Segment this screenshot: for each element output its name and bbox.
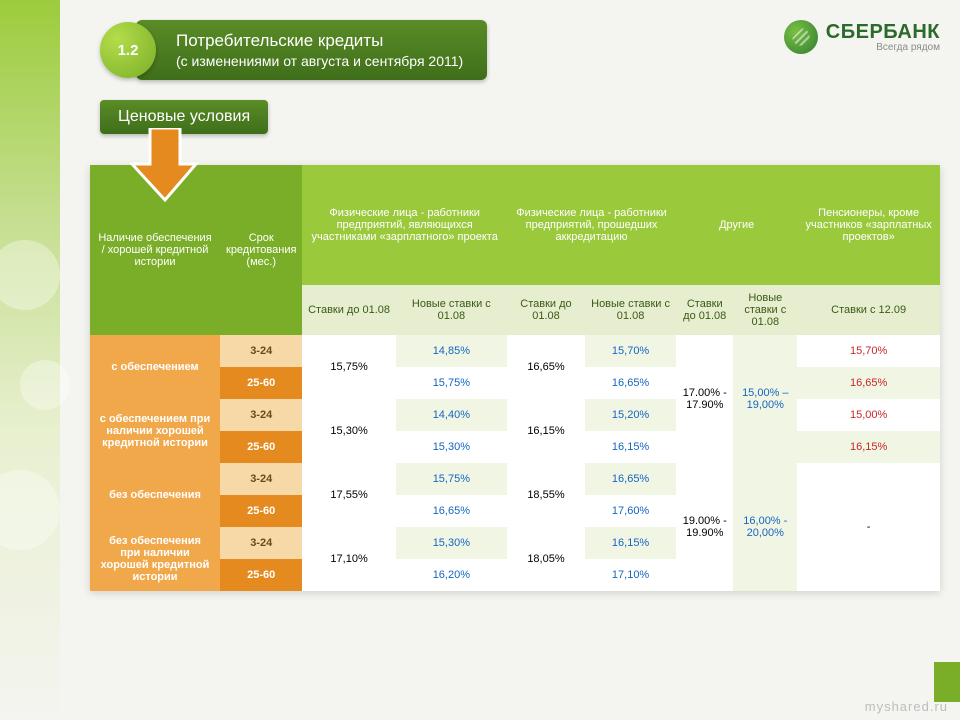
cell: - bbox=[797, 463, 940, 591]
cell: 3-24 bbox=[220, 527, 302, 559]
cell: 15,00% bbox=[797, 399, 940, 431]
row-label: с обеспечением bbox=[90, 335, 220, 399]
cell: 17,55% bbox=[302, 463, 395, 527]
corner-accent bbox=[934, 662, 960, 702]
cell: 16,15% bbox=[585, 527, 676, 559]
subheader: Новые ставки с 01.08 bbox=[585, 285, 676, 335]
cell: 25-60 bbox=[220, 495, 302, 527]
section-number-badge: 1.2 bbox=[100, 22, 156, 78]
row-label: с обеспечением при наличии хорошей креди… bbox=[90, 399, 220, 463]
subtitle-text: (с изменениями от августа и сентября 201… bbox=[176, 52, 463, 70]
subheader: Ставки до 01.08 bbox=[676, 285, 733, 335]
cell: 15,70% bbox=[797, 335, 940, 367]
cell: 16,15% bbox=[585, 431, 676, 463]
col-header: Физические лица - работники предприятий,… bbox=[302, 165, 507, 285]
col-header: Другие bbox=[676, 165, 797, 285]
col-header: Пенсионеры, кроме участников «зарплатных… bbox=[797, 165, 940, 285]
cell: 3-24 bbox=[220, 463, 302, 495]
row-label: без обеспечения bbox=[90, 463, 220, 527]
cell: 25-60 bbox=[220, 367, 302, 399]
cell: 14,85% bbox=[396, 335, 507, 367]
cell: 16,15% bbox=[507, 399, 585, 463]
cell: 15,30% bbox=[396, 431, 507, 463]
cell: 15,00% – 19,00% bbox=[733, 335, 797, 463]
rates-table: Наличие обеспечения / хорошей кредитной … bbox=[90, 165, 940, 591]
cell: 18,55% bbox=[507, 463, 585, 527]
cell: 19.00% - 19.90% bbox=[676, 463, 733, 591]
cell: 25-60 bbox=[220, 431, 302, 463]
cell: 15,70% bbox=[585, 335, 676, 367]
cell: 16,65% bbox=[507, 335, 585, 399]
sberbank-icon bbox=[784, 20, 818, 54]
cell: 15,30% bbox=[396, 527, 507, 559]
row-label: без обеспечения при наличии хорошей кред… bbox=[90, 527, 220, 591]
cell: 17.00% - 17.90% bbox=[676, 335, 733, 463]
cell: 15,30% bbox=[302, 399, 395, 463]
subheader: Ставки до 01.08 bbox=[302, 285, 395, 335]
cell: 16,15% bbox=[797, 431, 940, 463]
page-title: Потребительские кредиты (с изменениями о… bbox=[136, 20, 487, 80]
cell: 17,10% bbox=[585, 559, 676, 591]
cell: 16,65% bbox=[585, 463, 676, 495]
cell: 15,75% bbox=[302, 335, 395, 399]
subheader: Ставки до 01.08 bbox=[507, 285, 585, 335]
subheader: Ставки с 12.09 bbox=[797, 285, 940, 335]
col-header: Физические лица - работники предприятий,… bbox=[507, 165, 676, 285]
col-header: Срок кредитования (мес.) bbox=[220, 165, 302, 335]
cell: 15,75% bbox=[396, 463, 507, 495]
brand-name: СБЕРБАНК bbox=[826, 21, 940, 44]
header: 1.2 Потребительские кредиты (с изменения… bbox=[100, 20, 940, 80]
watermark: myshared.ru bbox=[865, 699, 948, 714]
cell: 16,65% bbox=[797, 367, 940, 399]
arrow-down-icon bbox=[130, 128, 200, 208]
cell: 3-24 bbox=[220, 335, 302, 367]
subheader: Новые ставки с 01.08 bbox=[396, 285, 507, 335]
cell: 16,20% bbox=[396, 559, 507, 591]
cell: 17,10% bbox=[302, 527, 395, 591]
cell: 25-60 bbox=[220, 559, 302, 591]
title-text: Потребительские кредиты bbox=[176, 30, 463, 52]
cell: 3-24 bbox=[220, 399, 302, 431]
cell: 15,20% bbox=[585, 399, 676, 431]
cell: 16,65% bbox=[585, 367, 676, 399]
bokeh bbox=[20, 360, 70, 410]
subheader: Новые ставки с 01.08 bbox=[733, 285, 797, 335]
cell: 14,40% bbox=[396, 399, 507, 431]
cell: 18,05% bbox=[507, 527, 585, 591]
cell: 16,65% bbox=[396, 495, 507, 527]
cell: 15,75% bbox=[396, 367, 507, 399]
brand-logo: СБЕРБАНК Всегда рядом bbox=[784, 20, 940, 54]
cell: 17,60% bbox=[585, 495, 676, 527]
cell: 16,00% - 20,00% bbox=[733, 463, 797, 591]
